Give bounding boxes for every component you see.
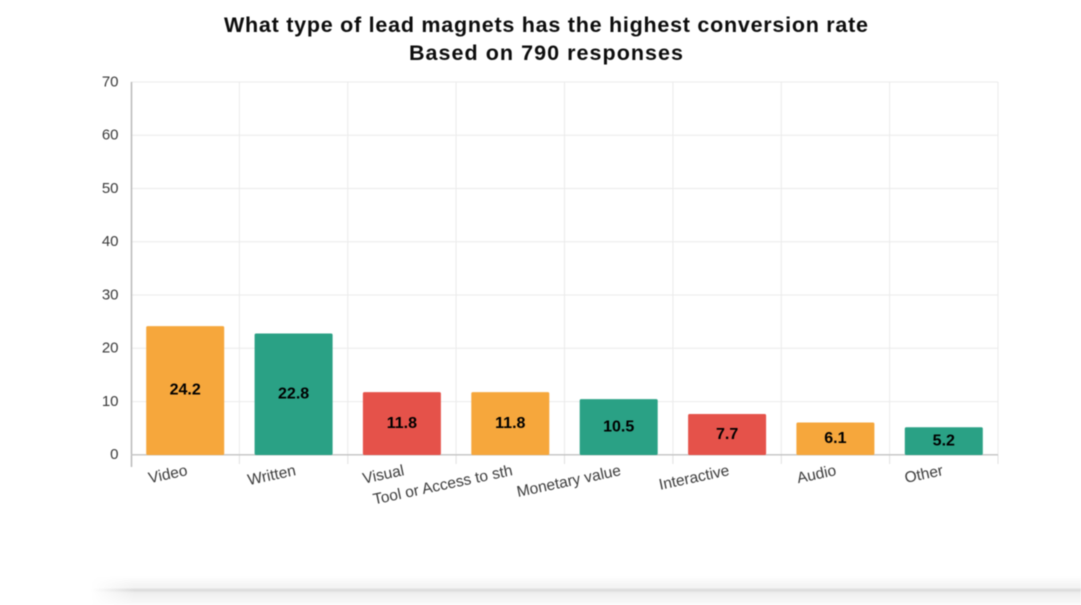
svg-text:40: 40 (102, 233, 119, 250)
svg-text:10.5: 10.5 (603, 418, 634, 435)
svg-text:11.8: 11.8 (387, 415, 417, 432)
svg-text:5.2: 5.2 (933, 433, 955, 450)
svg-text:24.2: 24.2 (170, 382, 201, 399)
svg-text:11.8: 11.8 (495, 415, 525, 432)
svg-text:70: 70 (102, 73, 119, 90)
svg-text:Based on 790 responses: Based on 790 responses (409, 41, 683, 65)
svg-text:60: 60 (102, 127, 119, 144)
svg-text:22.8: 22.8 (278, 386, 309, 403)
svg-text:0: 0 (110, 446, 118, 463)
svg-text:What type of lead magnets has: What type of lead magnets has the highes… (224, 13, 868, 37)
svg-text:50: 50 (102, 180, 119, 197)
svg-text:30: 30 (102, 286, 119, 303)
svg-text:20: 20 (102, 340, 119, 357)
svg-text:6.1: 6.1 (824, 430, 846, 447)
svg-text:10: 10 (102, 393, 119, 410)
svg-text:7.7: 7.7 (716, 426, 738, 443)
